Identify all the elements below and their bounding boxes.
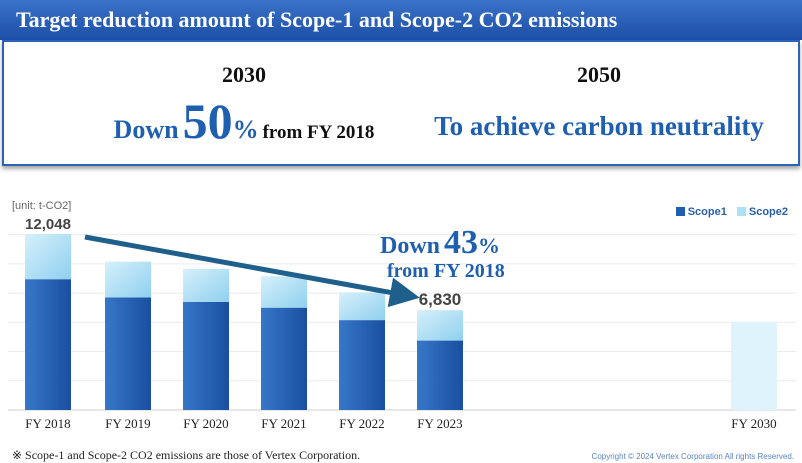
target-2050-text: To achieve carbon neutrality [434, 111, 764, 141]
callout-line2: from FY 2018 [387, 260, 505, 282]
trend-arrow [84, 234, 420, 308]
x-tick-label: FY 2030 [731, 416, 776, 431]
target-2030-prefix: Down [113, 115, 179, 144]
legend-scope1: Scope1 [675, 206, 727, 218]
bar-scope1 [417, 340, 463, 410]
callout-prefix: Down [380, 233, 440, 259]
x-tick-label: FY 2021 [261, 416, 306, 431]
target-2050: 2050 To achieve carbon neutrality [424, 62, 774, 142]
target-2030-year: 2030 [222, 62, 266, 87]
bar-scope1 [25, 279, 71, 410]
bar-scope2 [731, 321, 777, 410]
legend-scope2-label: Scope2 [748, 206, 788, 218]
chart-legend: Scope1 Scope2 [675, 206, 788, 218]
bar-data-label: 6,830 [419, 290, 462, 309]
bar-data-label: 12,048 [25, 216, 71, 233]
target-2030-big: 50 [182, 93, 233, 149]
banner-title: Target reduction amount of Scope-1 and S… [16, 7, 618, 32]
bar-scope2 [183, 268, 229, 302]
target-2050-year: 2050 [577, 62, 621, 87]
target-box: 2030 Down 50% from FY 2018 2050 To achie… [2, 40, 800, 166]
x-tick-label: FY 2022 [339, 416, 384, 431]
legend-scope2-swatch [736, 207, 746, 216]
bar-scope2 [25, 233, 71, 280]
bar-scope1 [261, 307, 307, 410]
bar-scope2 [261, 276, 307, 308]
legend-scope1-swatch [675, 207, 685, 216]
bar-scope1 [105, 297, 151, 410]
target-2030-suffix: % [232, 115, 259, 144]
callout-suffix: % [478, 233, 500, 258]
legend-scope2: Scope2 [736, 206, 788, 218]
bar-scope2 [417, 310, 463, 341]
bar-scope2 [105, 261, 151, 298]
x-tick-label: FY 2023 [417, 416, 462, 431]
legend-scope1-label: Scope1 [687, 206, 727, 218]
footnote: ※ Scope-1 and Scope-2 CO2 emissions are … [12, 448, 361, 462]
page-banner: Target reduction amount of Scope-1 and S… [0, 0, 802, 40]
bar-scope1 [339, 320, 385, 410]
copyright: Copyright © 2024 Vertex Corporation All … [591, 452, 794, 461]
x-tick-label: FY 2020 [183, 416, 228, 431]
bar-scope2 [339, 292, 385, 321]
unit-label: [unit: t-CO2] [12, 200, 72, 212]
x-tick-label: FY 2018 [25, 416, 70, 431]
callout-big: 43 [444, 224, 478, 261]
callout-line1: Down 43% [380, 224, 500, 261]
x-tick-label: FY 2019 [105, 416, 150, 431]
bar-scope1 [183, 301, 229, 410]
target-2030: 2030 Down 50% from FY 2018 [94, 62, 394, 150]
target-2030-tail: from FY 2018 [262, 122, 375, 143]
target-2030-text: Down 50% from FY 2018 [94, 92, 394, 150]
